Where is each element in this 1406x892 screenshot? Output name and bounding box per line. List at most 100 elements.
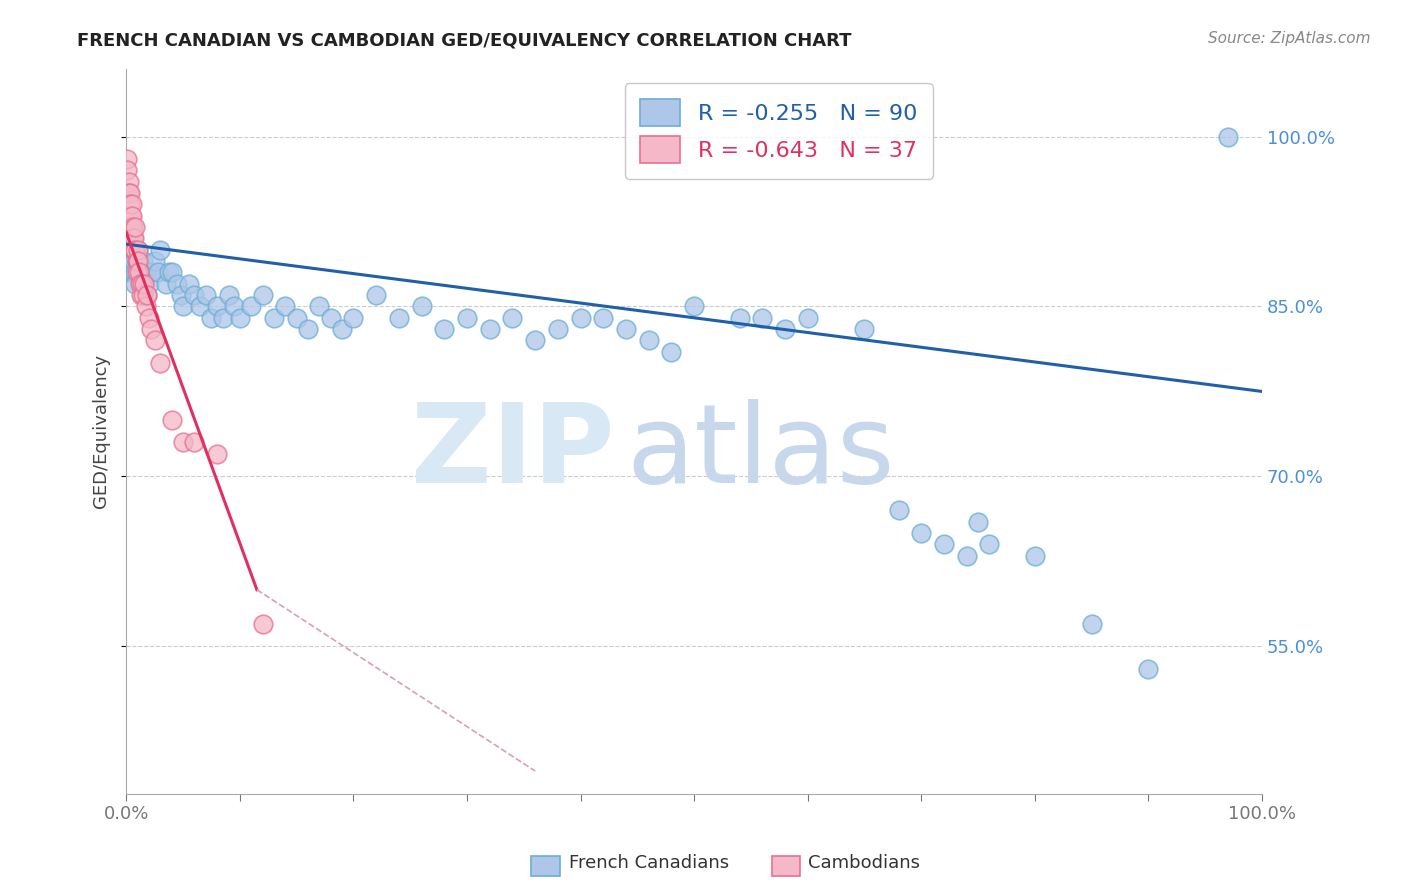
Point [388,310,411,325]
Point [141,265,163,279]
Point [170,288,193,302]
Point [211,310,233,325]
Y-axis label: GED/Equivalency: GED/Equivalency [93,354,110,508]
Point [128,254,150,268]
Point [121,254,143,268]
Point [132,288,155,302]
Point [117,243,139,257]
Point [121,220,143,235]
Point [751,310,773,325]
Point [205,447,228,461]
Point [124,265,146,279]
Point [129,265,152,279]
Point [796,310,818,325]
Point [172,435,194,450]
Point [117,231,139,245]
Point [135,265,157,279]
Point [263,310,285,325]
Point [728,310,751,325]
Point [125,254,148,268]
Text: ZIP: ZIP [411,400,614,507]
Point [149,356,172,370]
Point [956,549,979,563]
Point [134,277,156,291]
Text: French Canadians: French Canadians [569,855,730,872]
Point [224,300,246,314]
Point [127,243,149,257]
Point [773,322,796,336]
Point [252,616,274,631]
Point [218,288,240,302]
Point [252,288,274,302]
Point [122,254,145,268]
Point [129,277,152,291]
Point [138,310,160,325]
Legend: R = -0.255   N = 90, R = -0.643   N = 37: R = -0.255 N = 90, R = -0.643 N = 37 [624,83,932,178]
Point [117,175,139,189]
Point [124,277,146,291]
Point [141,322,163,336]
Text: Cambodians: Cambodians [808,855,921,872]
Point [143,254,166,268]
Point [118,243,141,257]
Point [118,254,141,268]
Point [131,265,153,279]
Point [159,265,181,279]
Point [366,288,388,302]
Point [614,322,637,336]
Point [117,186,139,201]
Point [456,310,478,325]
Point [122,220,145,235]
Point [1024,549,1046,563]
Point [411,300,433,314]
Point [967,515,990,529]
Point [117,186,139,201]
Point [122,265,145,279]
Point [134,277,156,291]
Point [120,209,142,223]
Point [285,310,308,325]
Point [121,209,143,223]
Point [205,300,228,314]
Point [1216,129,1239,144]
Point [637,334,659,348]
Point [129,277,152,291]
Point [342,310,364,325]
Point [117,220,139,235]
Point [124,220,146,235]
Point [274,300,297,314]
Point [172,300,194,314]
Point [122,243,145,257]
Point [124,243,146,257]
Point [297,322,319,336]
Point [887,503,910,517]
Point [166,277,188,291]
Point [132,254,155,268]
Point [183,435,205,450]
Point [188,300,211,314]
Point [160,413,183,427]
Point [433,322,456,336]
Point [501,310,523,325]
Point [229,310,252,325]
Point [135,288,157,302]
Point [127,254,149,268]
Point [125,265,148,279]
Point [853,322,876,336]
Point [592,310,614,325]
Point [149,243,172,257]
Text: atlas: atlas [626,400,894,507]
Point [117,209,139,223]
Point [125,254,148,268]
Point [122,231,145,245]
Point [661,344,683,359]
Point [118,197,141,211]
Point [120,220,142,235]
Point [131,277,153,291]
Point [118,231,141,245]
Point [155,277,177,291]
Point [547,322,569,336]
Point [160,265,183,279]
Point [1080,616,1102,631]
Point [932,537,955,551]
